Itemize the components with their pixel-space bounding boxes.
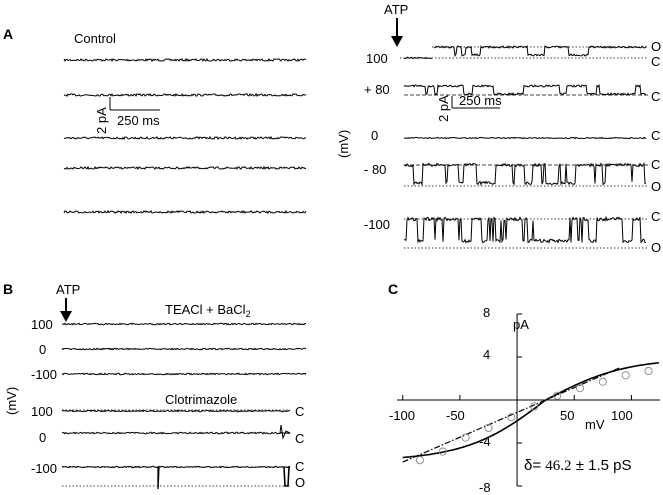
clot-trace-0	[61, 431, 290, 435]
state-c-80: C	[651, 89, 661, 104]
iv-data-point	[598, 377, 607, 386]
atp-trace-0	[403, 136, 647, 140]
state-o-100: O	[651, 39, 662, 54]
voltage-a-80: + 80	[364, 82, 390, 97]
iv-linear-fit	[402, 367, 621, 463]
atp-arrow-a-head	[391, 36, 403, 47]
atp-trace-100-pre	[403, 56, 433, 60]
voltage-b-100: 100	[31, 317, 53, 332]
state-o-neg80: O	[651, 179, 662, 194]
state-c-neg80: C	[651, 157, 661, 172]
scale-bar-atp	[451, 96, 500, 109]
state-c-100: C	[651, 54, 661, 69]
clot-spike-0	[279, 424, 291, 440]
voltage-b2-100: 100	[31, 404, 53, 419]
conductance-label: δ= 46.2 ± 1.5 pS	[524, 457, 632, 474]
clot-opening-1	[157, 466, 160, 490]
iv-data-point	[438, 447, 447, 456]
clot-trace-100	[61, 409, 291, 413]
atp-label-b: ATP	[56, 282, 81, 297]
control-trace-5	[63, 209, 307, 215]
iv-data-point	[507, 413, 516, 422]
state-c-neg100: C	[651, 209, 661, 224]
y-unit-c: pA	[513, 317, 529, 332]
voltage-a-neg100: -100	[364, 217, 391, 232]
x-unit-c: mV	[585, 417, 605, 432]
iv-data-point	[484, 423, 493, 433]
panel-b-label: B	[3, 281, 14, 297]
x-tick-100: 100	[611, 408, 633, 423]
teacl-trace-100	[61, 322, 306, 326]
scale-x-control: 250 ms	[117, 113, 160, 128]
panel-c-label: C	[388, 281, 399, 297]
voltage-a-0: 0	[371, 128, 379, 143]
voltage-a-100: 100	[366, 51, 388, 66]
teacl-label: TEACl + BaCl2	[165, 302, 251, 319]
axis-unit-b: (mV)	[4, 386, 19, 415]
voltage-b2-neg100: -100	[31, 461, 58, 476]
iv-data-point	[415, 456, 424, 465]
y-tick-neg8: -8	[479, 480, 491, 495]
atp-arrow-b-head	[60, 311, 72, 322]
atp-trace-neg80	[403, 162, 647, 187]
state-c-b-100: C	[295, 404, 305, 419]
axis-unit-a: (mV)	[336, 129, 351, 158]
state-c-b-neg100: C	[295, 459, 305, 474]
control-label: Control	[74, 31, 116, 46]
iv-data-point	[553, 391, 562, 400]
control-trace-2	[63, 92, 307, 98]
x-tick-neg50: -50	[446, 408, 465, 423]
state-c-0: C	[651, 128, 661, 143]
atp-trace-100	[433, 45, 647, 58]
atp-trace-neg100	[404, 215, 647, 244]
voltage-b-neg100: -100	[31, 367, 58, 382]
state-o-neg100: O	[651, 240, 662, 255]
y-tick-4: 4	[483, 347, 491, 362]
clotrimazole-label: Clotrimazole	[165, 392, 238, 407]
atp-trace-80	[403, 83, 646, 96]
scale-bar-control	[109, 97, 160, 111]
iv-data-point	[644, 366, 653, 376]
scale-y-control: 2 pA	[94, 107, 109, 134]
y-tick-neg4: -4	[479, 434, 491, 449]
atp-label-a: ATP	[384, 2, 409, 17]
iv-data-point	[530, 402, 539, 411]
voltage-b-0: 0	[39, 342, 47, 357]
teacl-trace-0	[61, 347, 307, 351]
iv-data-point	[575, 384, 585, 393]
voltage-b2-0: 0	[39, 430, 47, 445]
control-trace-4	[63, 165, 307, 171]
clot-trace-neg100	[61, 465, 290, 469]
voltage-a-neg80: - 80	[364, 162, 387, 177]
state-o-b-neg100: O	[295, 475, 306, 490]
x-tick-50: 50	[560, 408, 575, 423]
iv-data-point	[621, 371, 630, 380]
iv-data-point	[461, 433, 470, 442]
panel-a-label: A	[3, 26, 14, 42]
teacl-trace-neg100	[61, 372, 307, 376]
scale-x-atp: 250 ms	[459, 93, 502, 108]
scale-y-atp: 2 pA	[436, 95, 451, 122]
control-trace-3	[63, 135, 307, 141]
control-trace-1	[63, 57, 307, 63]
x-tick-neg100: -100	[389, 408, 416, 423]
y-tick-8: 8	[483, 305, 491, 320]
clot-opening-2	[283, 466, 290, 487]
state-c-b-0: C	[295, 431, 305, 446]
iv-ghk-curve	[402, 362, 659, 459]
